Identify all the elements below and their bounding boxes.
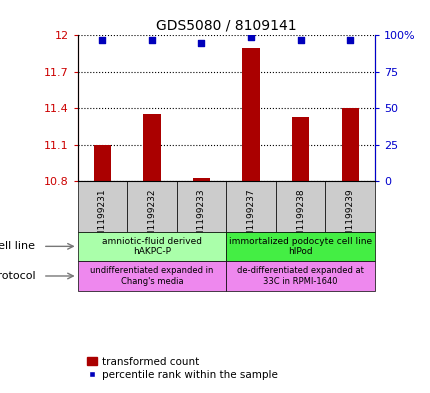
Bar — [176, 181, 226, 231]
Point — [346, 37, 353, 43]
Bar — [192, 178, 210, 181]
Text: GSM1199239: GSM1199239 — [345, 189, 354, 250]
Bar — [93, 145, 111, 181]
Text: immortalized podocyte cell line
hIPod: immortalized podocyte cell line hIPod — [228, 237, 372, 256]
Bar — [77, 181, 127, 231]
Bar — [291, 117, 309, 181]
Bar — [341, 108, 358, 181]
Title: GDS5080 / 8109141: GDS5080 / 8109141 — [156, 19, 296, 33]
Bar — [127, 181, 176, 231]
Bar — [77, 231, 226, 261]
Text: GSM1199232: GSM1199232 — [147, 189, 156, 250]
Text: de-differentiated expanded at
33C in RPMI-1640: de-differentiated expanded at 33C in RPM… — [237, 266, 363, 286]
Bar — [143, 114, 160, 181]
Bar — [226, 231, 374, 261]
Bar — [242, 48, 259, 181]
Bar — [77, 261, 226, 291]
Point — [297, 37, 304, 43]
Text: GSM1199233: GSM1199233 — [197, 189, 206, 250]
Text: undifferentiated expanded in
Chang's media: undifferentiated expanded in Chang's med… — [90, 266, 213, 286]
Bar — [325, 181, 374, 231]
Text: amniotic-fluid derived
hAKPC-P: amniotic-fluid derived hAKPC-P — [101, 237, 202, 256]
Text: GSM1199238: GSM1199238 — [295, 189, 304, 250]
Point — [197, 40, 205, 46]
Bar — [226, 181, 275, 231]
Bar — [226, 261, 374, 291]
Text: cell line: cell line — [0, 241, 35, 252]
Legend: transformed count, percentile rank within the sample: transformed count, percentile rank withi… — [83, 353, 281, 384]
Text: GSM1199237: GSM1199237 — [246, 189, 255, 250]
Text: growth protocol: growth protocol — [0, 271, 35, 281]
Bar — [275, 181, 325, 231]
Text: GSM1199231: GSM1199231 — [98, 189, 107, 250]
Point — [98, 37, 106, 43]
Point — [148, 37, 155, 43]
Point — [247, 34, 254, 40]
